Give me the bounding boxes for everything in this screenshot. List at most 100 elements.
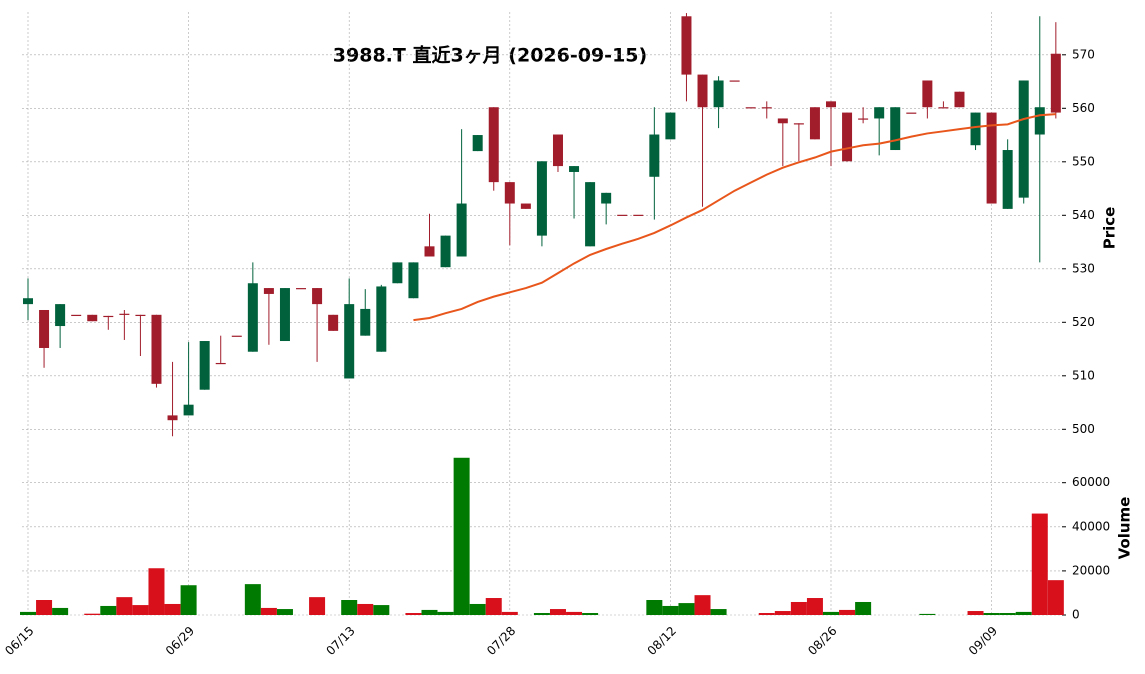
volume-bar xyxy=(806,598,823,615)
candle-body xyxy=(681,16,692,75)
candle-body xyxy=(697,74,708,108)
volume-bar xyxy=(774,611,791,615)
candle-body xyxy=(87,314,98,322)
volume-bar xyxy=(244,584,261,615)
candle-body xyxy=(344,304,355,379)
volume-bar xyxy=(357,603,374,615)
candle-body xyxy=(151,314,162,384)
candle-body xyxy=(328,314,339,331)
y-tick-label: 510 xyxy=(1072,368,1095,382)
volume-bar xyxy=(662,605,679,615)
candle-body xyxy=(456,203,467,257)
candle-body xyxy=(922,80,933,108)
candle-body xyxy=(569,166,580,172)
y-tick-label: 520 xyxy=(1072,315,1095,329)
candle-body xyxy=(472,135,483,152)
volume-bar xyxy=(341,600,358,615)
candle-body xyxy=(23,298,33,305)
volume-bar xyxy=(276,609,293,615)
candle-body xyxy=(826,101,836,108)
volume-bar xyxy=(260,607,277,615)
volume-bar xyxy=(405,613,422,615)
volume-bar xyxy=(839,609,856,615)
volume-bar xyxy=(790,601,807,615)
volume-bar xyxy=(1031,513,1048,615)
candle-body xyxy=(504,182,515,204)
candle-body xyxy=(199,341,210,390)
candle-body xyxy=(954,91,965,108)
y-tick-label: 20000 xyxy=(1072,563,1110,577)
candle-body xyxy=(1050,53,1061,113)
volume-bar xyxy=(116,597,133,615)
x-tick-label: 09/09 xyxy=(966,624,1000,658)
y-tick-label: 570 xyxy=(1072,47,1095,61)
candle-body xyxy=(858,118,869,120)
volume-bar xyxy=(1015,611,1032,615)
candle-body xyxy=(263,288,274,294)
volume-bar xyxy=(983,613,1000,615)
volume-bar xyxy=(582,613,599,615)
candle-body xyxy=(729,80,740,82)
candle-body xyxy=(874,107,885,119)
x-tick-label: 07/13 xyxy=(323,624,357,658)
candle-body xyxy=(970,112,981,146)
candle-body xyxy=(183,404,194,416)
candle-body xyxy=(713,80,724,108)
candle-body xyxy=(601,192,612,204)
candle-body xyxy=(890,107,901,151)
y-tick-label: 540 xyxy=(1072,208,1095,222)
volume-bar xyxy=(646,600,663,615)
candle-body xyxy=(842,112,853,162)
volume-bar xyxy=(999,613,1016,615)
candle-body xyxy=(617,214,628,216)
candle-body xyxy=(135,314,146,317)
y-tick-label: 560 xyxy=(1072,101,1095,115)
y-axis-label: Volume xyxy=(1116,497,1134,560)
candle-body xyxy=(488,107,499,183)
candle-body xyxy=(167,415,178,421)
candle-body xyxy=(392,262,403,284)
x-tick-label: 07/28 xyxy=(484,624,518,658)
candle-body xyxy=(986,112,997,204)
candle-body xyxy=(761,107,772,109)
candle-body xyxy=(649,134,660,177)
candle-body xyxy=(536,161,547,236)
volume-bar xyxy=(855,601,872,615)
volume-bar xyxy=(710,609,727,615)
volume-bar xyxy=(485,598,502,615)
candle-body xyxy=(938,107,949,109)
candle-body xyxy=(296,288,307,290)
candle-body xyxy=(312,288,323,305)
candle-body xyxy=(103,315,114,318)
volume-bar xyxy=(421,609,438,615)
volume-bar xyxy=(1047,580,1064,615)
candle-body xyxy=(906,112,917,114)
candle-body xyxy=(745,107,756,109)
candle-body xyxy=(247,283,258,352)
volume-bar xyxy=(501,611,518,615)
candle-body xyxy=(55,304,66,327)
volume-bar xyxy=(566,611,583,615)
y-tick-label: 40000 xyxy=(1072,519,1110,533)
volume-bar xyxy=(148,568,165,615)
x-tick-label: 08/12 xyxy=(645,624,679,658)
candle-body xyxy=(1034,107,1045,135)
volume-bar xyxy=(84,613,101,615)
volume-bar xyxy=(758,613,775,615)
volume-bar xyxy=(967,611,984,615)
candle-body xyxy=(440,235,451,268)
y-tick-label: 0 xyxy=(1072,608,1080,622)
candle-body xyxy=(119,313,130,315)
candle-body xyxy=(1018,80,1029,198)
y-tick-label: 60000 xyxy=(1072,475,1110,489)
volume-bar xyxy=(469,603,486,615)
volume-bar xyxy=(549,609,566,615)
volume-bar xyxy=(20,611,36,615)
y-tick-label: 530 xyxy=(1072,261,1095,275)
volume-bar xyxy=(678,603,695,615)
candle-body xyxy=(424,246,435,257)
candle-body xyxy=(520,203,531,209)
candle-body xyxy=(809,107,820,140)
candle-body xyxy=(360,308,371,336)
